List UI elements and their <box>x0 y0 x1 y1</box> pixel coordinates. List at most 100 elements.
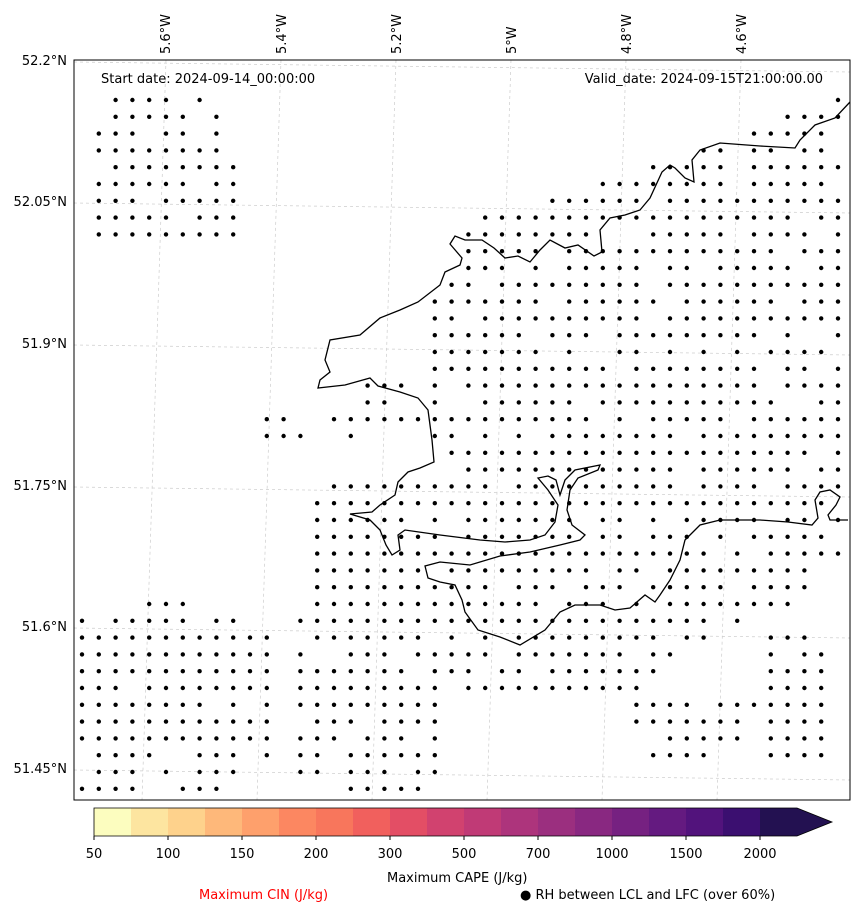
rh-dot <box>315 685 320 691</box>
rh-dot <box>432 702 437 707</box>
rh-dot <box>147 669 152 674</box>
rh-dot <box>79 702 85 707</box>
rh-dot <box>331 534 337 539</box>
rh-dot <box>785 585 790 590</box>
rh-dot <box>432 417 437 422</box>
rh-dot <box>533 551 538 556</box>
rh-dot <box>684 299 689 304</box>
rh-dot <box>113 702 118 707</box>
rh-dot <box>264 753 269 758</box>
rh-dot <box>835 282 841 287</box>
rh-dot <box>718 181 723 187</box>
rh-dot <box>600 517 605 523</box>
rh-dot <box>718 400 723 405</box>
rh-dot <box>365 635 370 640</box>
rh-dot <box>315 517 320 523</box>
rh-dot <box>768 400 773 405</box>
rh-dot <box>180 736 185 741</box>
rh-dot <box>684 165 689 170</box>
rh-dot <box>483 618 488 623</box>
rh-dot <box>802 736 807 741</box>
rh-dot <box>449 652 454 657</box>
rh-dot <box>768 601 773 607</box>
rh-dot <box>617 265 622 271</box>
rh-dot <box>214 652 219 657</box>
rh-dot <box>802 148 807 153</box>
rh-dot <box>113 198 118 203</box>
rh-dot <box>785 702 790 707</box>
rh-dot <box>550 568 555 573</box>
rh-dot <box>130 719 135 724</box>
rh-dot <box>382 652 387 657</box>
rh-dot <box>751 433 757 439</box>
rh-dot <box>516 450 521 455</box>
rh-dot <box>180 114 185 120</box>
rh-dot <box>147 215 152 220</box>
rh-dot <box>701 433 706 439</box>
rh-dot <box>163 198 169 203</box>
rh-dot <box>516 232 521 237</box>
rh-dot <box>701 551 706 556</box>
rh-dot <box>96 719 102 724</box>
rh-dot <box>432 366 437 371</box>
colorbar-segment <box>723 808 761 836</box>
rh-dot <box>583 618 589 623</box>
colorbar-segment <box>538 808 576 836</box>
rh-dot <box>214 669 219 674</box>
rh-dot <box>516 349 521 355</box>
rh-dot <box>751 417 757 422</box>
rh-dot <box>214 769 219 775</box>
rh-dot <box>600 585 605 590</box>
rh-dot <box>651 753 656 758</box>
rh-dot <box>718 601 723 607</box>
rh-dot <box>785 467 790 472</box>
rh-dot <box>785 501 790 506</box>
rh-dot <box>634 299 639 304</box>
rh-dot <box>600 181 605 187</box>
rh-dot <box>567 618 572 623</box>
rh-dot <box>550 652 555 657</box>
start-date-text: Start date: 2024-09-14_00:00:00 <box>101 72 315 87</box>
rh-dot <box>483 400 488 405</box>
rh-dot <box>718 299 723 304</box>
rh-dot <box>79 786 85 791</box>
rh-dot <box>432 383 437 388</box>
rh-dot <box>684 450 689 455</box>
rh-dot <box>449 551 454 556</box>
rh-dot <box>231 165 236 170</box>
rh-dot <box>634 551 639 556</box>
rh-dot <box>768 417 773 422</box>
rh-dot <box>315 669 320 674</box>
rh-dot <box>499 534 505 539</box>
rh-dot <box>315 585 320 590</box>
rh-dot <box>399 736 404 741</box>
rh-dot <box>701 736 706 741</box>
rh-dot <box>768 534 773 539</box>
rh-dot <box>365 669 370 674</box>
rh-dot <box>835 433 841 439</box>
rh-dot <box>684 232 689 237</box>
rh-dot <box>533 585 538 590</box>
rh-dot <box>399 383 404 388</box>
rh-dot <box>516 585 521 590</box>
rh-dot <box>516 433 521 439</box>
rh-dot <box>634 215 639 220</box>
rh-dot <box>684 736 689 741</box>
rh-dot <box>600 669 605 674</box>
rh-dot <box>483 215 488 220</box>
rh-dot <box>348 786 353 791</box>
colorbar-tick-label: 1500 <box>669 847 702 862</box>
rh-dot <box>634 400 639 405</box>
rh-dot <box>348 669 353 674</box>
rh-dot <box>382 383 387 388</box>
rh-dot <box>819 299 824 304</box>
rh-dot <box>533 232 538 237</box>
rh-dot <box>516 299 521 304</box>
rh-dot <box>634 568 639 573</box>
rh-dot <box>735 282 740 287</box>
rh-dot <box>667 232 673 237</box>
rh-dot <box>567 669 572 674</box>
rh-dot <box>768 551 773 556</box>
rh-dot <box>231 736 236 741</box>
rh-dot <box>768 299 773 304</box>
